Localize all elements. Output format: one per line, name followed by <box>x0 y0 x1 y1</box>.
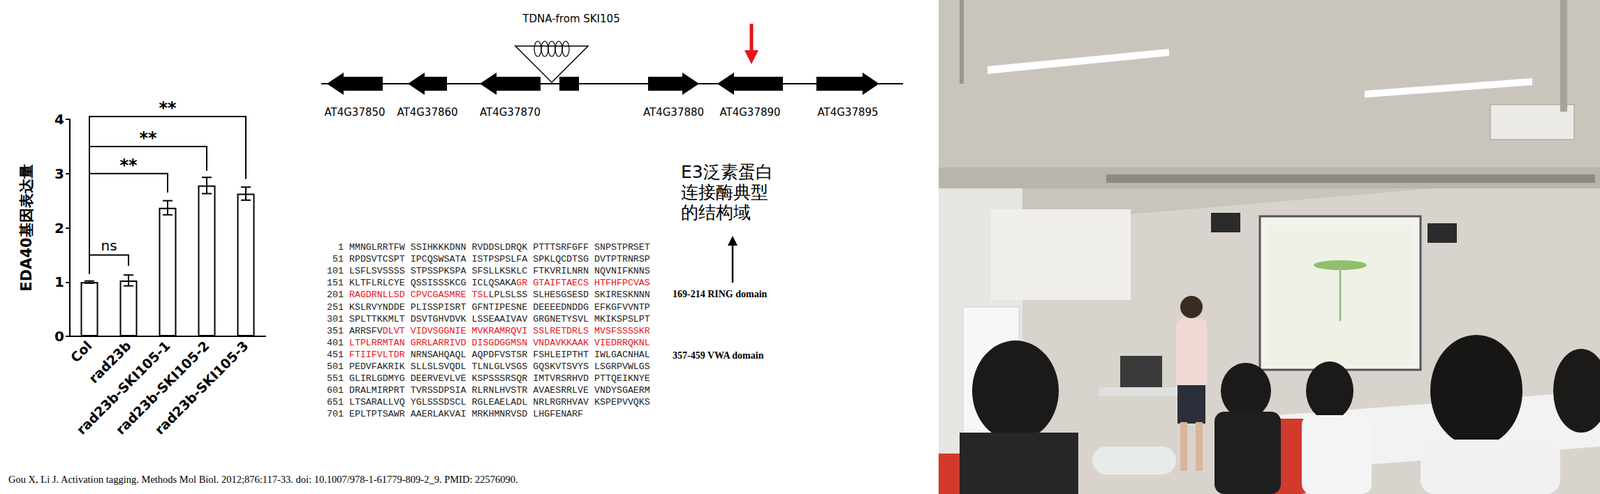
svg-text:TDNA-from SKI105: TDNA-from SKI105 <box>521 12 620 26</box>
svg-text:Col: Col <box>67 338 95 366</box>
svg-text:AT4G37850: AT4G37850 <box>324 106 385 119</box>
svg-text:AT4G37890: AT4G37890 <box>719 106 781 119</box>
svg-text:351 ARRSFVDLVT VIDVSGGNIE MVKR: 351 ARRSFVDLVT VIDVSGGNIE MVKRAMRQVI SSL… <box>326 326 651 337</box>
svg-text:AT4G37870: AT4G37870 <box>479 106 541 119</box>
svg-text:rad23b: rad23b <box>85 338 134 387</box>
svg-text:3: 3 <box>54 165 65 183</box>
svg-text:1: 1 <box>54 273 65 291</box>
svg-text:**: ** <box>158 98 177 119</box>
svg-text:357-459 VWA domain: 357-459 VWA domain <box>672 350 765 362</box>
svg-text:AT4G37880: AT4G37880 <box>643 106 704 119</box>
svg-text:的结构域: 的结构域 <box>680 202 751 223</box>
svg-text:AT4G37860: AT4G37860 <box>396 106 458 119</box>
svg-text:ns: ns <box>100 237 117 255</box>
svg-text:Gou X, Li J. Activation taggin: Gou X, Li J. Activation tagging. Methods… <box>8 474 519 486</box>
svg-text:501 PEDVFAKRIK SLLSLSVQDL TLNL: 501 PEDVFAKRIK SLLSLSVQDL TLNLGLVSGS GQS… <box>326 361 651 373</box>
svg-text:101 LSFLSVSSSS STPSSPKSPA SFSL: 101 LSFLSVSSSS STPSSPKSPA SFSLLKSKLC FTK… <box>326 266 651 277</box>
svg-text:401 LTPLRRMTAN GRRLARRIVD DISG: 401 LTPLRRMTAN GRRLARRIVD DISGDGGMSN VND… <box>326 338 651 349</box>
svg-text:301 SPLTTKKMLT DSVTGHVDVK LSSE: 301 SPLTTKKMLT DSVTGHVDVK LSSEAAIVAV GRG… <box>326 314 651 325</box>
svg-text:0: 0 <box>54 328 65 346</box>
svg-text:169-214 RING domain: 169-214 RING domain <box>672 289 768 300</box>
svg-text:rad23b-SKI105-2: rad23b-SKI105-2 <box>112 338 213 438</box>
svg-text:651 LTSARALLVQ YGLSSSDSCL RGLE: 651 LTSARALLVQ YGLSSSDSCL RGLEAELADL NRL… <box>326 397 651 408</box>
svg-text:2: 2 <box>54 219 65 237</box>
svg-text:1 MMNGLRRTFW SSIHKKKDNN RVDDSL: 1 MMNGLRRTFW SSIHKKKDNN RVDDSLDRQK PTTTS… <box>326 242 651 253</box>
svg-text:AT4G37895: AT4G37895 <box>817 106 878 119</box>
svg-text:4: 4 <box>54 111 65 128</box>
svg-text:rad23b-SKI105-3: rad23b-SKI105-3 <box>151 338 252 438</box>
svg-text:EDA40基因表达量: EDA40基因表达量 <box>18 164 35 292</box>
svg-text:连接酶典型: 连接酶典型 <box>680 182 769 203</box>
svg-text:251 KSLRVYNDDE PLISSPISRT GFNT: 251 KSLRVYNDDE PLISSPISRT GFNTIPESNE DEE… <box>326 302 651 313</box>
svg-text:701 EPLTPTSAWR AAERLAKVAI MRKH: 701 EPLTPTSAWR AAERLAKVAI MRKHMNRVSD LHG… <box>326 409 584 420</box>
svg-text:rad23b-SKI105-1: rad23b-SKI105-1 <box>73 338 174 438</box>
svg-text:151 KLTFLRLCYE QSSISSSKCG ICLQ: 151 KLTFLRLCYE QSSISSSKCG ICLQSAKAGR GTA… <box>326 277 651 289</box>
svg-text:601 DRALMIRPRT TVRSSDPSIA RLRN: 601 DRALMIRPRT TVRSSDPSIA RLRNLHVSTR AVA… <box>326 385 651 396</box>
svg-text:51 RPDSVTCSPT IPCQSWSATA ISTPS: 51 RPDSVTCSPT IPCQSWSATA ISTPSPSLFA SPKL… <box>326 254 651 265</box>
svg-text:**: ** <box>138 128 158 149</box>
svg-text:451 FTIIFVLTDR NRNSAHQAQL AQPD: 451 FTIIFVLTDR NRNSAHQAQL AQPDFVSTSR FSH… <box>326 349 651 361</box>
svg-text:551 GLIRLGDMYG DEERVEVLVE KSPS: 551 GLIRLGDMYG DEERVEVLVE KSPSSSRSQR IMT… <box>326 373 651 385</box>
svg-text:**: ** <box>119 155 138 176</box>
svg-text:E3泛素蛋白: E3泛素蛋白 <box>680 162 774 183</box>
svg-text:201 RAGDRNLLSD CPVCGASMRE TSLL: 201 RAGDRNLLSD CPVCGASMRE TSLLPLSLSS SLH… <box>326 289 651 301</box>
